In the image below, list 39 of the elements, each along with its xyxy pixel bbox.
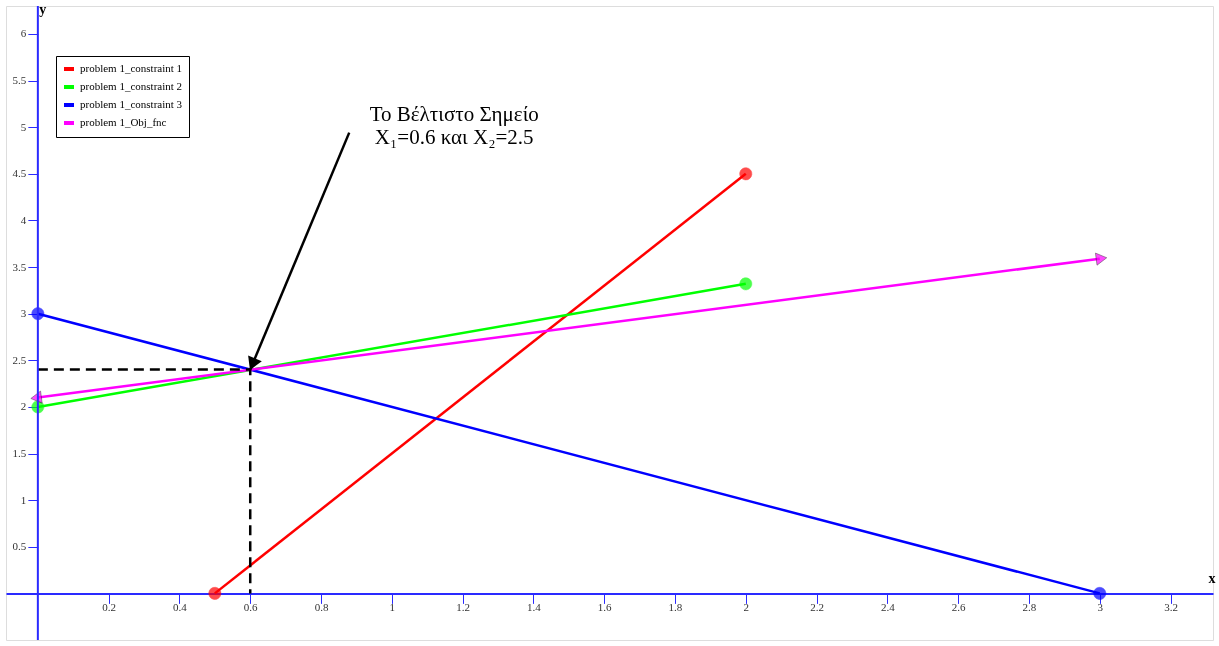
y-tick-label: 6	[20, 27, 27, 40]
point	[208, 587, 222, 600]
y-tick-label: 4.5	[12, 167, 27, 180]
y-tick-label: 5	[20, 120, 27, 133]
point	[739, 277, 753, 291]
legend-label: problem 1_constraint 3	[80, 98, 183, 110]
y-tick-label: 1.5	[12, 447, 27, 460]
point	[1093, 587, 1107, 600]
x-tick-label: 3.2	[1164, 600, 1178, 613]
x-tick-label: 1	[389, 600, 396, 613]
y-tick-label: 2	[20, 400, 27, 413]
legend-label: problem 1_constraint 2	[80, 80, 183, 92]
y-tick-label: 2.5	[12, 353, 27, 366]
x-tick-label: 3	[1097, 600, 1104, 613]
x-tick-label: 0.2	[102, 600, 117, 613]
y-tick-label: 3.5	[12, 260, 27, 273]
y-tick-label: 0.5	[12, 540, 27, 553]
y-axis-title: y	[39, 1, 47, 17]
y-tick-label: 4	[20, 213, 27, 226]
legend-label: problem 1_constraint 1	[80, 62, 183, 74]
x-tick-label: 2.2	[810, 600, 824, 613]
x-tick-label: 2.8	[1022, 600, 1037, 613]
x-tick-label: 2.6	[951, 600, 967, 613]
x-tick-label: 2.4	[880, 600, 896, 613]
x-tick-label: 1.6	[597, 600, 613, 613]
x-tick-label: 0.6	[243, 600, 259, 613]
x-axis-title: x	[1208, 570, 1216, 586]
point	[739, 167, 753, 181]
annotation: Το Βέλτιστο Σημείο X₁=0.6 και X₂=2.5	[369, 101, 539, 149]
x-tick-label: 0.4	[173, 600, 188, 613]
x-tick-label: 2	[743, 600, 750, 613]
x-tick-label: 1.8	[668, 600, 683, 613]
x-tick-label: 1.2	[456, 600, 470, 613]
x-tick-label: 1.4	[527, 600, 542, 613]
y-tick-label: 3	[20, 307, 27, 320]
legend-label: problem 1_Obj_fnc	[80, 116, 167, 128]
y-tick-label: 5.5	[12, 74, 27, 87]
x-tick-label: 0.8	[314, 600, 329, 613]
y-tick-label: 1	[20, 493, 27, 506]
